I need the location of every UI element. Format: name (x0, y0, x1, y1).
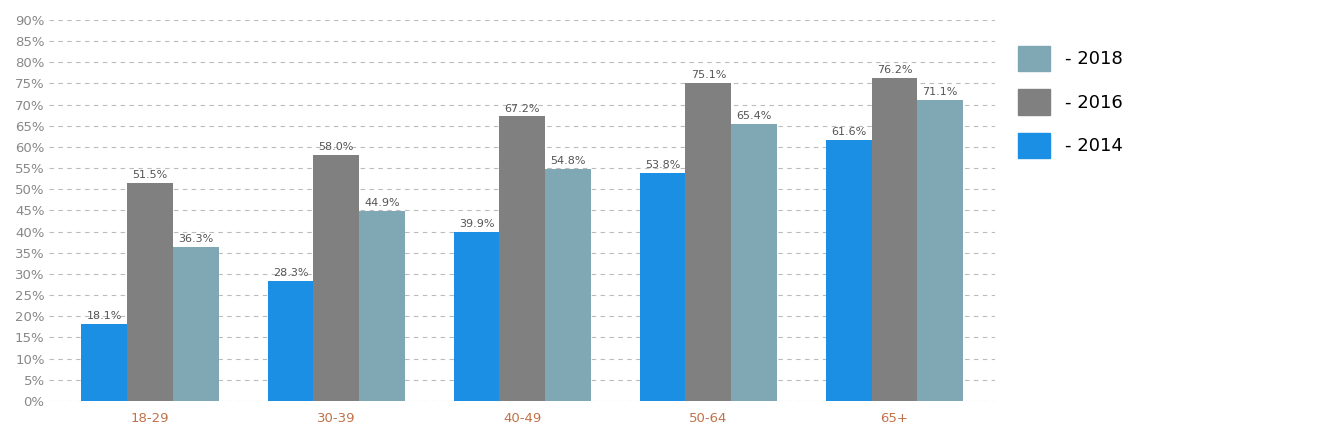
Legend: - 2018, - 2016, - 2014: - 2018, - 2016, - 2014 (1009, 37, 1131, 168)
Text: 28.3%: 28.3% (273, 268, 308, 278)
Bar (359, 211, 404, 401)
Bar (871, 78, 918, 401)
Text: 44.9%: 44.9% (363, 198, 399, 208)
Text: 53.8%: 53.8% (644, 160, 680, 170)
Bar (127, 183, 172, 401)
Bar (268, 281, 313, 401)
Bar (826, 140, 871, 401)
Bar (172, 247, 219, 401)
Text: 58.0%: 58.0% (318, 143, 354, 153)
Bar (918, 100, 963, 401)
Text: 51.5%: 51.5% (133, 170, 167, 180)
Bar (686, 83, 731, 401)
Bar (453, 232, 500, 401)
Bar (500, 117, 545, 401)
Text: 71.1%: 71.1% (923, 87, 957, 97)
Bar (313, 155, 359, 401)
Text: 67.2%: 67.2% (504, 103, 540, 114)
Text: 39.9%: 39.9% (459, 219, 495, 229)
Text: 18.1%: 18.1% (86, 312, 122, 321)
Text: 61.6%: 61.6% (831, 127, 866, 137)
Text: 75.1%: 75.1% (691, 70, 727, 80)
Bar (731, 124, 777, 401)
Text: 36.3%: 36.3% (178, 235, 213, 244)
Bar (81, 324, 127, 401)
Bar (545, 169, 591, 401)
Text: 76.2%: 76.2% (876, 66, 912, 75)
Text: 54.8%: 54.8% (550, 156, 586, 166)
Bar (640, 173, 686, 401)
Text: 65.4%: 65.4% (736, 111, 772, 121)
